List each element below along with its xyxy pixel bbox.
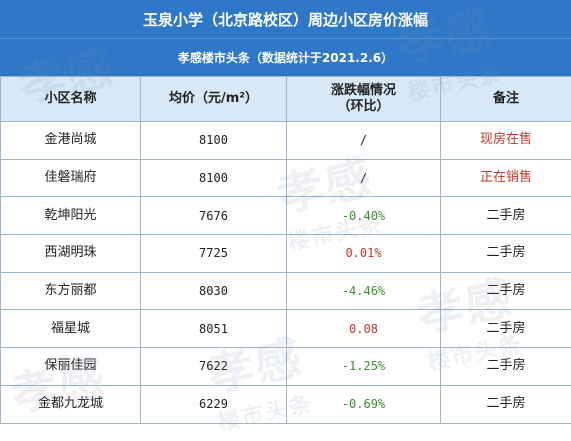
price-change: -4.46% [286, 271, 441, 311]
header-name: 小区名称 [0, 76, 141, 122]
note-cell: 正在销售 [440, 158, 571, 198]
table-row: 乾坤阳光 7676 -0.40% 二手房 [0, 196, 571, 236]
avg-price: 7622 [140, 347, 287, 386]
header-row: 小区名称 均价（元/m²） 涨跌幅情况 （环比） 备注 [0, 76, 571, 122]
note-cell: 二手房 [440, 271, 571, 311]
avg-price: 6229 [140, 384, 287, 424]
avg-price: 8051 [140, 309, 287, 349]
table-row: 佳磐瑞府 8100 / 正在销售 [0, 158, 571, 198]
avg-price: 8030 [140, 271, 287, 311]
price-change: -1.25% [286, 347, 441, 386]
price-change: -0.69% [286, 384, 441, 424]
table-row: 金都九龙城 6229 -0.69% 二手房 [0, 384, 571, 424]
community-name: 西湖明珠 [0, 234, 141, 273]
price-change: 0.08 [286, 309, 441, 349]
table-subtitle: 孝感楼市头条（数据统计于2021.2.6） [0, 39, 571, 76]
note-cell: 现房在售 [440, 121, 571, 160]
price-change: / [286, 158, 441, 198]
community-name: 东方丽都 [0, 271, 141, 311]
price-change: -0.40% [286, 196, 441, 236]
community-name: 保丽佳园 [0, 347, 141, 386]
table-row: 福星城 8051 0.08 二手房 [0, 309, 571, 349]
table-row: 西湖明珠 7725 0.01% 二手房 [0, 234, 571, 273]
note-cell: 二手房 [440, 234, 571, 273]
community-name: 佳磐瑞府 [0, 158, 141, 198]
price-table: 小区名称 均价（元/m²） 涨跌幅情况 （环比） 备注 金港尚城 8100 / … [0, 76, 571, 424]
note-cell: 二手房 [440, 384, 571, 424]
price-change: 0.01% [286, 234, 441, 273]
avg-price: 8100 [140, 158, 287, 198]
note-cell: 二手房 [440, 196, 571, 236]
avg-price: 7725 [140, 234, 287, 273]
header-change-line1: 涨跌幅情况 [330, 83, 396, 98]
price-change: / [286, 121, 441, 160]
community-name: 乾坤阳光 [0, 196, 141, 236]
header-price: 均价（元/m²） [140, 76, 287, 122]
note-cell: 二手房 [440, 347, 571, 386]
community-name: 福星城 [0, 309, 141, 349]
table-title: 玉泉小学（北京路校区）周边小区房价涨幅 [0, 0, 571, 39]
table-row: 保丽佳园 7622 -1.25% 二手房 [0, 347, 571, 386]
community-name: 金都九龙城 [0, 384, 141, 424]
header-change: 涨跌幅情况 （环比） [286, 76, 441, 122]
note-cell: 二手房 [440, 309, 571, 349]
header-note: 备注 [440, 76, 571, 122]
avg-price: 7676 [140, 196, 287, 236]
table-row: 金港尚城 8100 / 现房在售 [0, 121, 571, 160]
header-change-line2: （环比） [337, 99, 390, 114]
table-row: 东方丽都 8030 -4.46% 二手房 [0, 271, 571, 311]
avg-price: 8100 [140, 121, 287, 160]
community-name: 金港尚城 [0, 121, 141, 160]
